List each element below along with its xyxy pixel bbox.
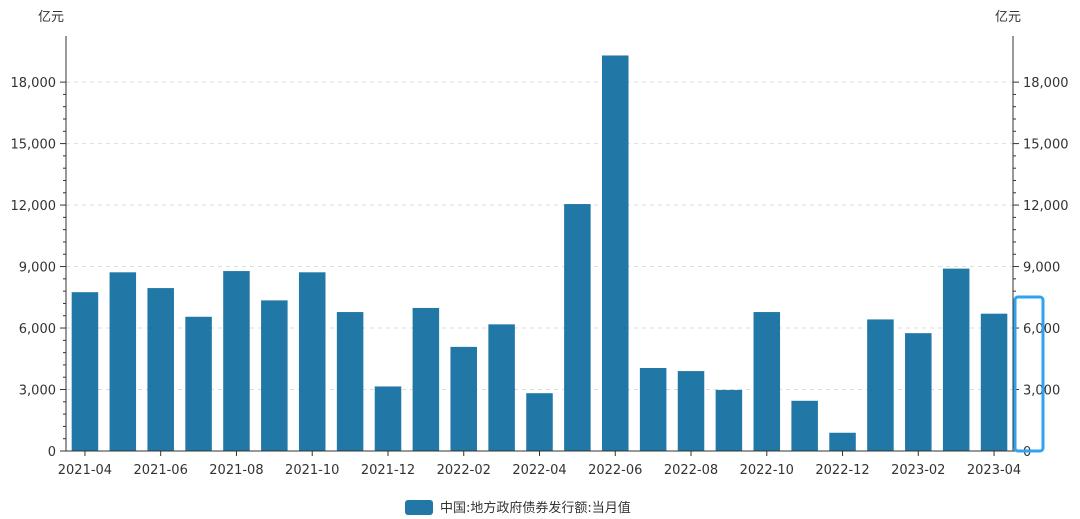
left-y-tick-label: 3,000: [19, 384, 56, 399]
x-tick-labels: 2021-04 2021-06 2021-08 2021-10 2021-12 2022-…: [58, 463, 1021, 478]
bar-series: [71, 55, 1008, 451]
right-unit-label: 亿元: [995, 10, 1021, 25]
bar-2022-07: [639, 368, 667, 451]
bar-2021-12: [374, 386, 402, 451]
right-y-tick-label: 15,000: [1023, 138, 1069, 153]
x-tick-label: 2021-08: [209, 463, 263, 478]
bar-2023-04: [980, 313, 1008, 451]
x-tick-label: 2021-12: [361, 463, 415, 478]
bar-2021-07: [185, 316, 212, 451]
left-y-tick-label: 18,000: [11, 76, 57, 91]
bar-2021-04: [71, 292, 99, 451]
bar-2021-05: [109, 272, 137, 451]
left-y-tick-label: 12,000: [11, 199, 57, 214]
right-y-tick-label: 9,000: [1023, 261, 1060, 276]
left-y-tick-label: 0: [48, 445, 56, 460]
bar-2022-12: [829, 432, 856, 451]
x-tick-label: 2022-08: [664, 463, 718, 478]
bar-2022-08: [677, 371, 705, 451]
bar-2021-08: [223, 271, 250, 451]
bar-2022-10: [753, 312, 781, 451]
bar-2022-05: [564, 204, 591, 451]
x-tick-label: 2022-04: [512, 463, 566, 478]
left-y-tick-label: 15,000: [11, 138, 57, 153]
legend-label: 中国:地方政府债券发行额:当月值: [440, 500, 631, 516]
bar-2022-02: [450, 346, 477, 451]
legend: 中国:地方政府债券发行额:当月值: [405, 500, 631, 516]
bar-2023-02: [905, 333, 932, 451]
right-y-tick-label: 12,000: [1023, 199, 1069, 214]
left-unit-label: 亿元: [38, 10, 64, 25]
left-y-tick-label: 9,000: [19, 261, 56, 276]
bar-2022-09: [715, 389, 743, 451]
bar-2022-04: [526, 393, 553, 451]
highlight-box: [1013, 295, 1045, 453]
x-tick-label: 2022-06: [588, 463, 642, 478]
bar-2021-06: [147, 288, 174, 451]
bar-2022-03: [488, 324, 515, 451]
bar-2022-01: [412, 307, 440, 451]
x-tick-label: 2022-02: [437, 463, 491, 478]
bar-2022-11: [791, 400, 818, 451]
x-tick-label: 2023-04: [967, 463, 1021, 478]
bar-2023-01: [867, 319, 894, 451]
bar-2021-09: [261, 300, 288, 451]
bar-2023-03: [942, 268, 970, 451]
bar-2021-10: [298, 272, 326, 451]
x-tick-label: 2021-10: [285, 463, 339, 478]
right-y-tick-label: 18,000: [1023, 76, 1069, 91]
left-y-tick-label: 6,000: [19, 322, 56, 337]
x-tick-label: 2021-06: [134, 463, 188, 478]
x-tick-label: 2021-04: [58, 463, 112, 478]
bar-2021-11: [336, 312, 364, 451]
bar-2022-06: [602, 55, 629, 451]
x-tick-label: 2023-02: [891, 463, 945, 478]
x-tick-label: 2022-12: [815, 463, 869, 478]
legend-swatch: [405, 500, 433, 515]
x-tick-label: 2022-10: [740, 463, 794, 478]
grid-lines: [66, 81, 1013, 391]
